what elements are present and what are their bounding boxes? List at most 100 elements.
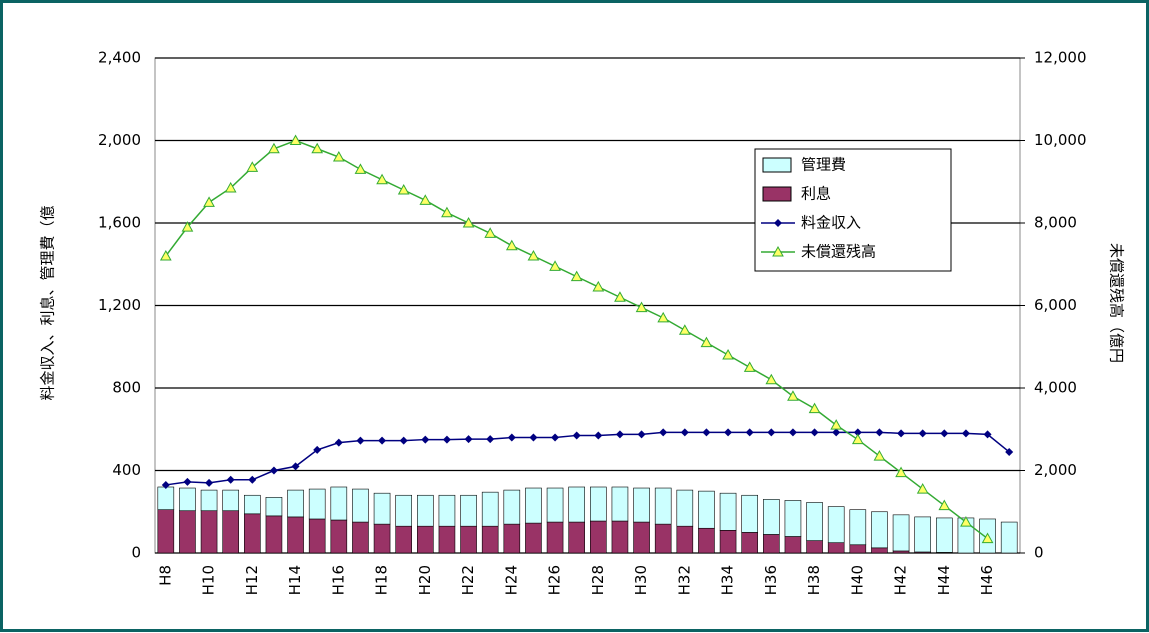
bar xyxy=(1000,521,1018,554)
marker xyxy=(765,373,778,385)
marker xyxy=(549,260,561,271)
marker xyxy=(832,428,841,437)
bar xyxy=(698,490,715,529)
bar xyxy=(763,499,780,535)
bar xyxy=(503,523,521,554)
y-tick-label: 1,200 xyxy=(98,296,141,314)
marker xyxy=(700,336,713,348)
marker xyxy=(572,431,581,440)
bar xyxy=(654,523,672,554)
marker xyxy=(399,436,408,445)
x-tick-label: H8 xyxy=(156,565,174,586)
legend-swatch xyxy=(762,186,792,202)
x-tick-label: H34 xyxy=(719,565,737,595)
marker xyxy=(938,499,951,511)
legend-marker xyxy=(774,219,782,227)
marker xyxy=(1005,447,1014,456)
marker xyxy=(637,430,646,439)
x-tick-label: H18 xyxy=(373,565,391,595)
bar xyxy=(590,520,607,554)
bar xyxy=(806,540,823,554)
marker xyxy=(486,435,495,444)
marker xyxy=(918,429,927,438)
marker xyxy=(334,438,343,447)
marker xyxy=(897,429,906,438)
marker xyxy=(464,435,473,444)
y-tick-label: 1,600 xyxy=(98,214,141,232)
y-tick-label: 400 xyxy=(112,461,141,479)
y2-tick-label: 4,000 xyxy=(1034,379,1077,397)
bar xyxy=(265,497,283,517)
y2-tick-label: 10,000 xyxy=(1034,131,1087,149)
x-tick-label: H12 xyxy=(243,565,261,595)
legend-label: 管理費 xyxy=(801,156,846,174)
bar xyxy=(373,523,391,554)
marker xyxy=(830,419,843,430)
marker xyxy=(441,206,453,218)
bar xyxy=(763,534,780,554)
bar xyxy=(784,500,802,537)
marker xyxy=(594,431,603,440)
y2-tick-label: 6,000 xyxy=(1034,296,1077,314)
bar xyxy=(719,530,737,554)
marker xyxy=(462,216,475,228)
marker xyxy=(203,196,215,207)
marker xyxy=(356,436,365,445)
marker xyxy=(873,450,886,461)
bar xyxy=(849,544,867,554)
x-tick-label: H28 xyxy=(589,565,607,595)
x-tick-label: H46 xyxy=(978,565,996,595)
x-tick-label: H38 xyxy=(805,565,823,595)
marker xyxy=(570,270,583,282)
x-tick-label: H22 xyxy=(459,565,477,595)
marker xyxy=(635,301,648,313)
marker xyxy=(551,433,560,442)
y-tick-label: 0 xyxy=(131,544,141,562)
marker xyxy=(895,466,907,478)
marker xyxy=(442,435,451,444)
bar xyxy=(849,509,867,546)
y-axis-label: 料金収入、利息、管理費（億 xyxy=(39,205,57,400)
bar xyxy=(373,492,391,525)
bar xyxy=(827,506,845,543)
marker xyxy=(851,433,864,445)
y-tick-label: 2,400 xyxy=(98,49,141,67)
bar xyxy=(741,494,758,533)
bar xyxy=(525,522,542,554)
marker xyxy=(678,324,691,335)
x-tick-label: H16 xyxy=(329,565,347,595)
bar xyxy=(914,516,931,553)
marker xyxy=(983,430,992,439)
y-tick-label: 800 xyxy=(112,379,141,397)
bar xyxy=(417,525,434,554)
bar xyxy=(525,487,542,524)
bar xyxy=(676,525,694,554)
y2-tick-label: 8,000 xyxy=(1034,214,1077,232)
bar xyxy=(222,510,239,554)
bar xyxy=(806,502,823,541)
marker xyxy=(289,134,302,145)
legend-label: 料金収入 xyxy=(801,214,861,232)
bar xyxy=(568,486,585,523)
bar xyxy=(936,517,953,553)
x-tick-label: H44 xyxy=(935,565,953,595)
marker xyxy=(378,436,387,445)
marker xyxy=(183,477,192,486)
bar xyxy=(460,494,477,527)
legend-label: 未償還残高 xyxy=(801,243,876,261)
bar xyxy=(784,536,802,554)
bar xyxy=(352,488,369,523)
bar xyxy=(719,492,737,531)
bar xyxy=(871,547,888,554)
marker xyxy=(767,428,776,437)
bar xyxy=(157,486,175,510)
marker xyxy=(419,194,432,205)
marker xyxy=(421,435,430,444)
marker xyxy=(332,150,345,162)
bar xyxy=(438,525,456,554)
y2-tick-label: 12,000 xyxy=(1034,49,1087,67)
bar xyxy=(287,516,304,554)
marker xyxy=(248,475,257,484)
bar xyxy=(438,494,456,527)
marker xyxy=(269,466,278,475)
